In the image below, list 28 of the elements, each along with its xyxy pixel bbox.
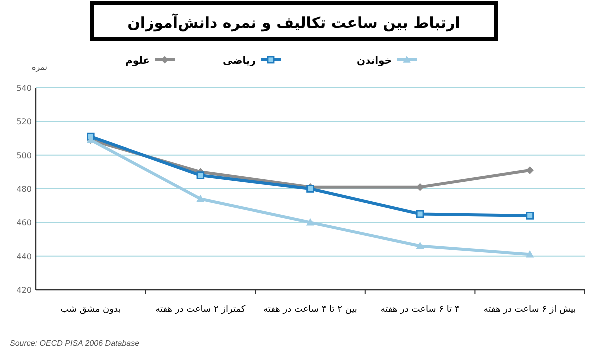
x-tick-label: بین ۲ تا ۴ ساعت در هفته — [264, 305, 358, 315]
x-tick-label: کمتراز ۲ ساعت در هفته — [156, 305, 246, 315]
y-axis-title: نمره — [32, 63, 48, 72]
source-note: Source: OECD PISA 2006 Database — [10, 339, 140, 348]
legend-label: خواندن — [357, 56, 392, 67]
x-tick-label: ۴ تا ۶ ساعت در هفته — [380, 305, 460, 315]
y-tick-label: 420 — [16, 286, 32, 295]
point — [197, 195, 204, 202]
x-tick-label: بیش از ۶ ساعت در هفته — [484, 305, 576, 315]
point — [526, 212, 534, 220]
point — [416, 242, 424, 250]
y-tick-label: 460 — [16, 218, 32, 228]
legend-label: ریاضی — [222, 56, 256, 67]
point — [196, 172, 205, 180]
y-tick-label: 500 — [16, 151, 32, 160]
title: ارتباط بین ساعت تکالیف و نمره دانش‌آموزان — [90, 1, 498, 41]
x-tick-label: بدون مشق شب — [60, 305, 122, 315]
point — [416, 210, 424, 218]
chart-title: ارتباط بین ساعت تکالیف و نمره دانش‌آموزان — [128, 13, 460, 32]
point — [526, 250, 534, 258]
point — [306, 218, 314, 226]
point — [526, 166, 534, 174]
legend-label: علوم — [125, 56, 150, 67]
y-tick-label: 540 — [16, 84, 32, 93]
y-tick-label: 520 — [16, 118, 32, 127]
y-tick-label: 480 — [16, 185, 32, 194]
y-tick-label: 440 — [16, 252, 32, 262]
point — [416, 184, 424, 192]
